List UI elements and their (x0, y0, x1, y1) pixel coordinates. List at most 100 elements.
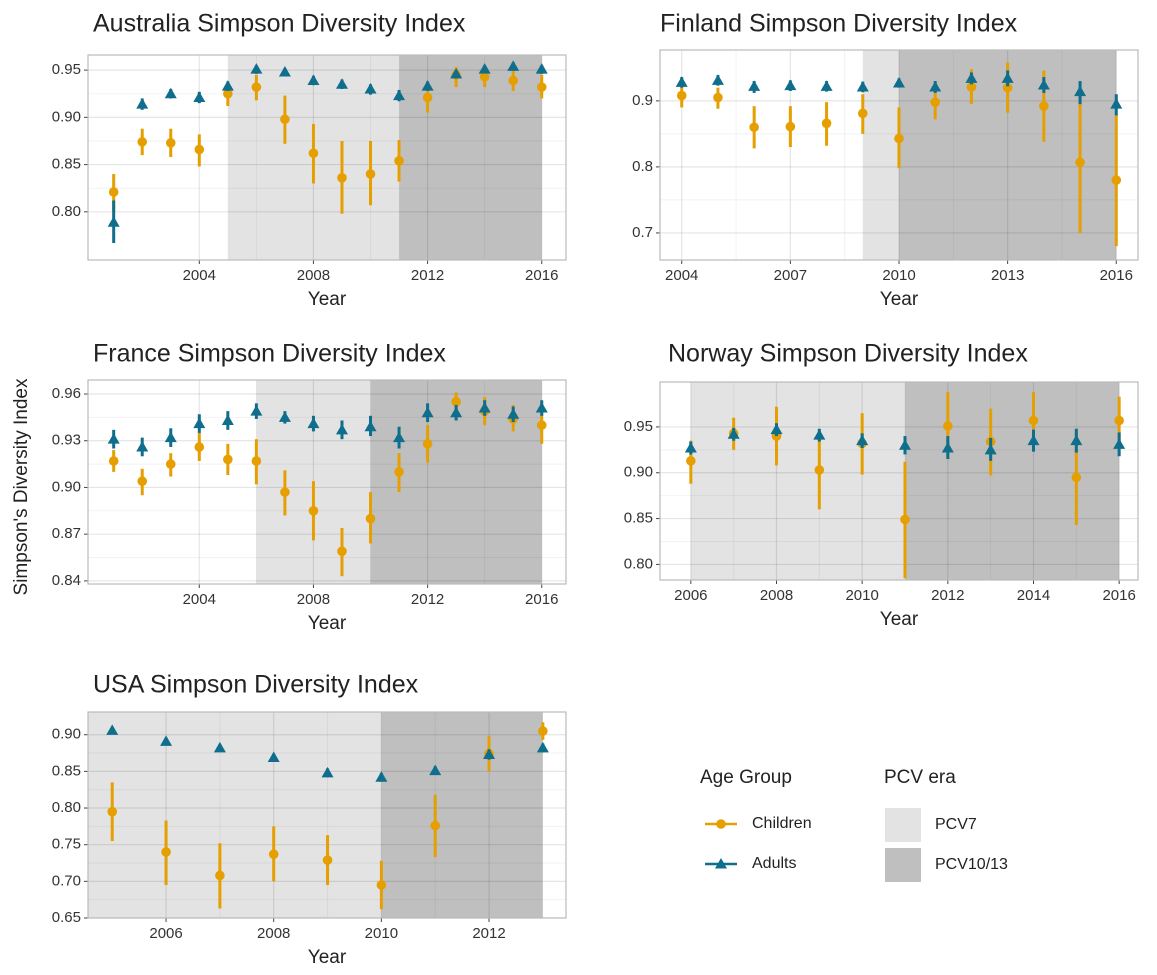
y-tick-label: 0.95 (52, 61, 81, 78)
y-tick-label: 0.7 (632, 224, 653, 241)
panel-border (87, 54, 567, 261)
point (984, 443, 997, 455)
point (136, 440, 149, 452)
point (1070, 434, 1083, 446)
x-tick-label: 2008 (297, 267, 330, 284)
x-tick-label: 2008 (297, 591, 330, 608)
point (108, 187, 119, 197)
point (376, 880, 387, 890)
point (430, 820, 440, 831)
point (337, 173, 347, 183)
x-axis-label: Year (880, 609, 919, 630)
point (450, 406, 463, 418)
y-tick-label: 0.90 (52, 726, 81, 743)
point (857, 108, 868, 119)
point (727, 428, 740, 439)
point (784, 79, 797, 91)
point (711, 74, 724, 85)
point (821, 118, 832, 129)
point (106, 724, 119, 735)
x-tick-label: 2010 (845, 587, 878, 604)
era-shading (904, 382, 1120, 580)
point (749, 122, 759, 133)
era-shading (381, 712, 543, 918)
point (322, 855, 333, 865)
point (164, 87, 177, 99)
point (893, 77, 905, 88)
chart-title: Norway Simpson Diversity Index (668, 340, 1028, 368)
point (535, 63, 548, 74)
point (365, 169, 376, 179)
chart-title: France Simpson Diversity Index (93, 340, 446, 368)
point (421, 406, 434, 418)
chart-title: Finland Simpson Diversity Index (660, 10, 1018, 38)
x-tick-label: 2014 (1017, 587, 1050, 604)
point (251, 456, 262, 466)
point (898, 439, 911, 450)
y-tick-label: 0.8 (632, 158, 653, 175)
point (748, 80, 761, 91)
x-axis-label: Year (308, 613, 347, 634)
point (1028, 415, 1039, 426)
point (894, 133, 904, 144)
point (1114, 415, 1124, 426)
point (137, 137, 148, 147)
point (221, 414, 234, 425)
y-tick-label: 0.95 (624, 418, 653, 435)
y-tick-label: 0.80 (52, 203, 81, 220)
y-tick-label: 0.87 (52, 525, 81, 542)
point (108, 456, 119, 466)
point (1110, 98, 1123, 109)
point (1071, 472, 1082, 483)
point (364, 420, 377, 432)
y-tick-label: 0.80 (52, 799, 81, 816)
point (813, 429, 826, 440)
point (507, 60, 520, 71)
point (686, 456, 696, 466)
x-axis-label: Year (880, 289, 919, 310)
point (193, 91, 206, 103)
point (365, 513, 376, 524)
point (280, 487, 290, 497)
y-tick-label: 0.90 (624, 464, 653, 481)
point (164, 431, 177, 443)
point (929, 80, 942, 92)
legend-label: PCV10/13 (935, 856, 1008, 873)
point (160, 735, 173, 746)
x-tick-label: 2006 (149, 925, 182, 942)
point (1037, 79, 1050, 90)
y-tick-label: 0.84 (52, 572, 81, 589)
point (107, 433, 120, 444)
point (335, 78, 348, 89)
y-axis-label: Simpson's Diversity Index (11, 378, 32, 595)
point (268, 849, 279, 860)
legend-label: PCV7 (935, 816, 977, 833)
panel (88, 380, 566, 584)
point (364, 83, 377, 94)
point (165, 459, 176, 469)
point (107, 216, 120, 227)
point (820, 80, 833, 91)
point (215, 870, 225, 881)
x-axis-label: Year (308, 947, 347, 968)
x-tick-label: 2016 (1100, 267, 1133, 284)
x-tick-label: 2013 (991, 267, 1024, 284)
x-tick-label: 2004 (183, 267, 216, 284)
point (535, 402, 548, 413)
point (1001, 72, 1014, 83)
point (136, 98, 149, 109)
point (278, 411, 291, 422)
point (1039, 101, 1049, 111)
x-tick-label: 2012 (931, 587, 964, 604)
point (676, 90, 687, 101)
point (943, 421, 953, 431)
point (250, 63, 263, 74)
era-shading (862, 50, 899, 260)
era-shading (88, 712, 382, 918)
x-tick-label: 2016 (525, 591, 558, 608)
legend-swatch (885, 848, 921, 882)
x-tick-label: 2016 (525, 267, 558, 284)
point (337, 546, 347, 557)
point (429, 764, 442, 776)
